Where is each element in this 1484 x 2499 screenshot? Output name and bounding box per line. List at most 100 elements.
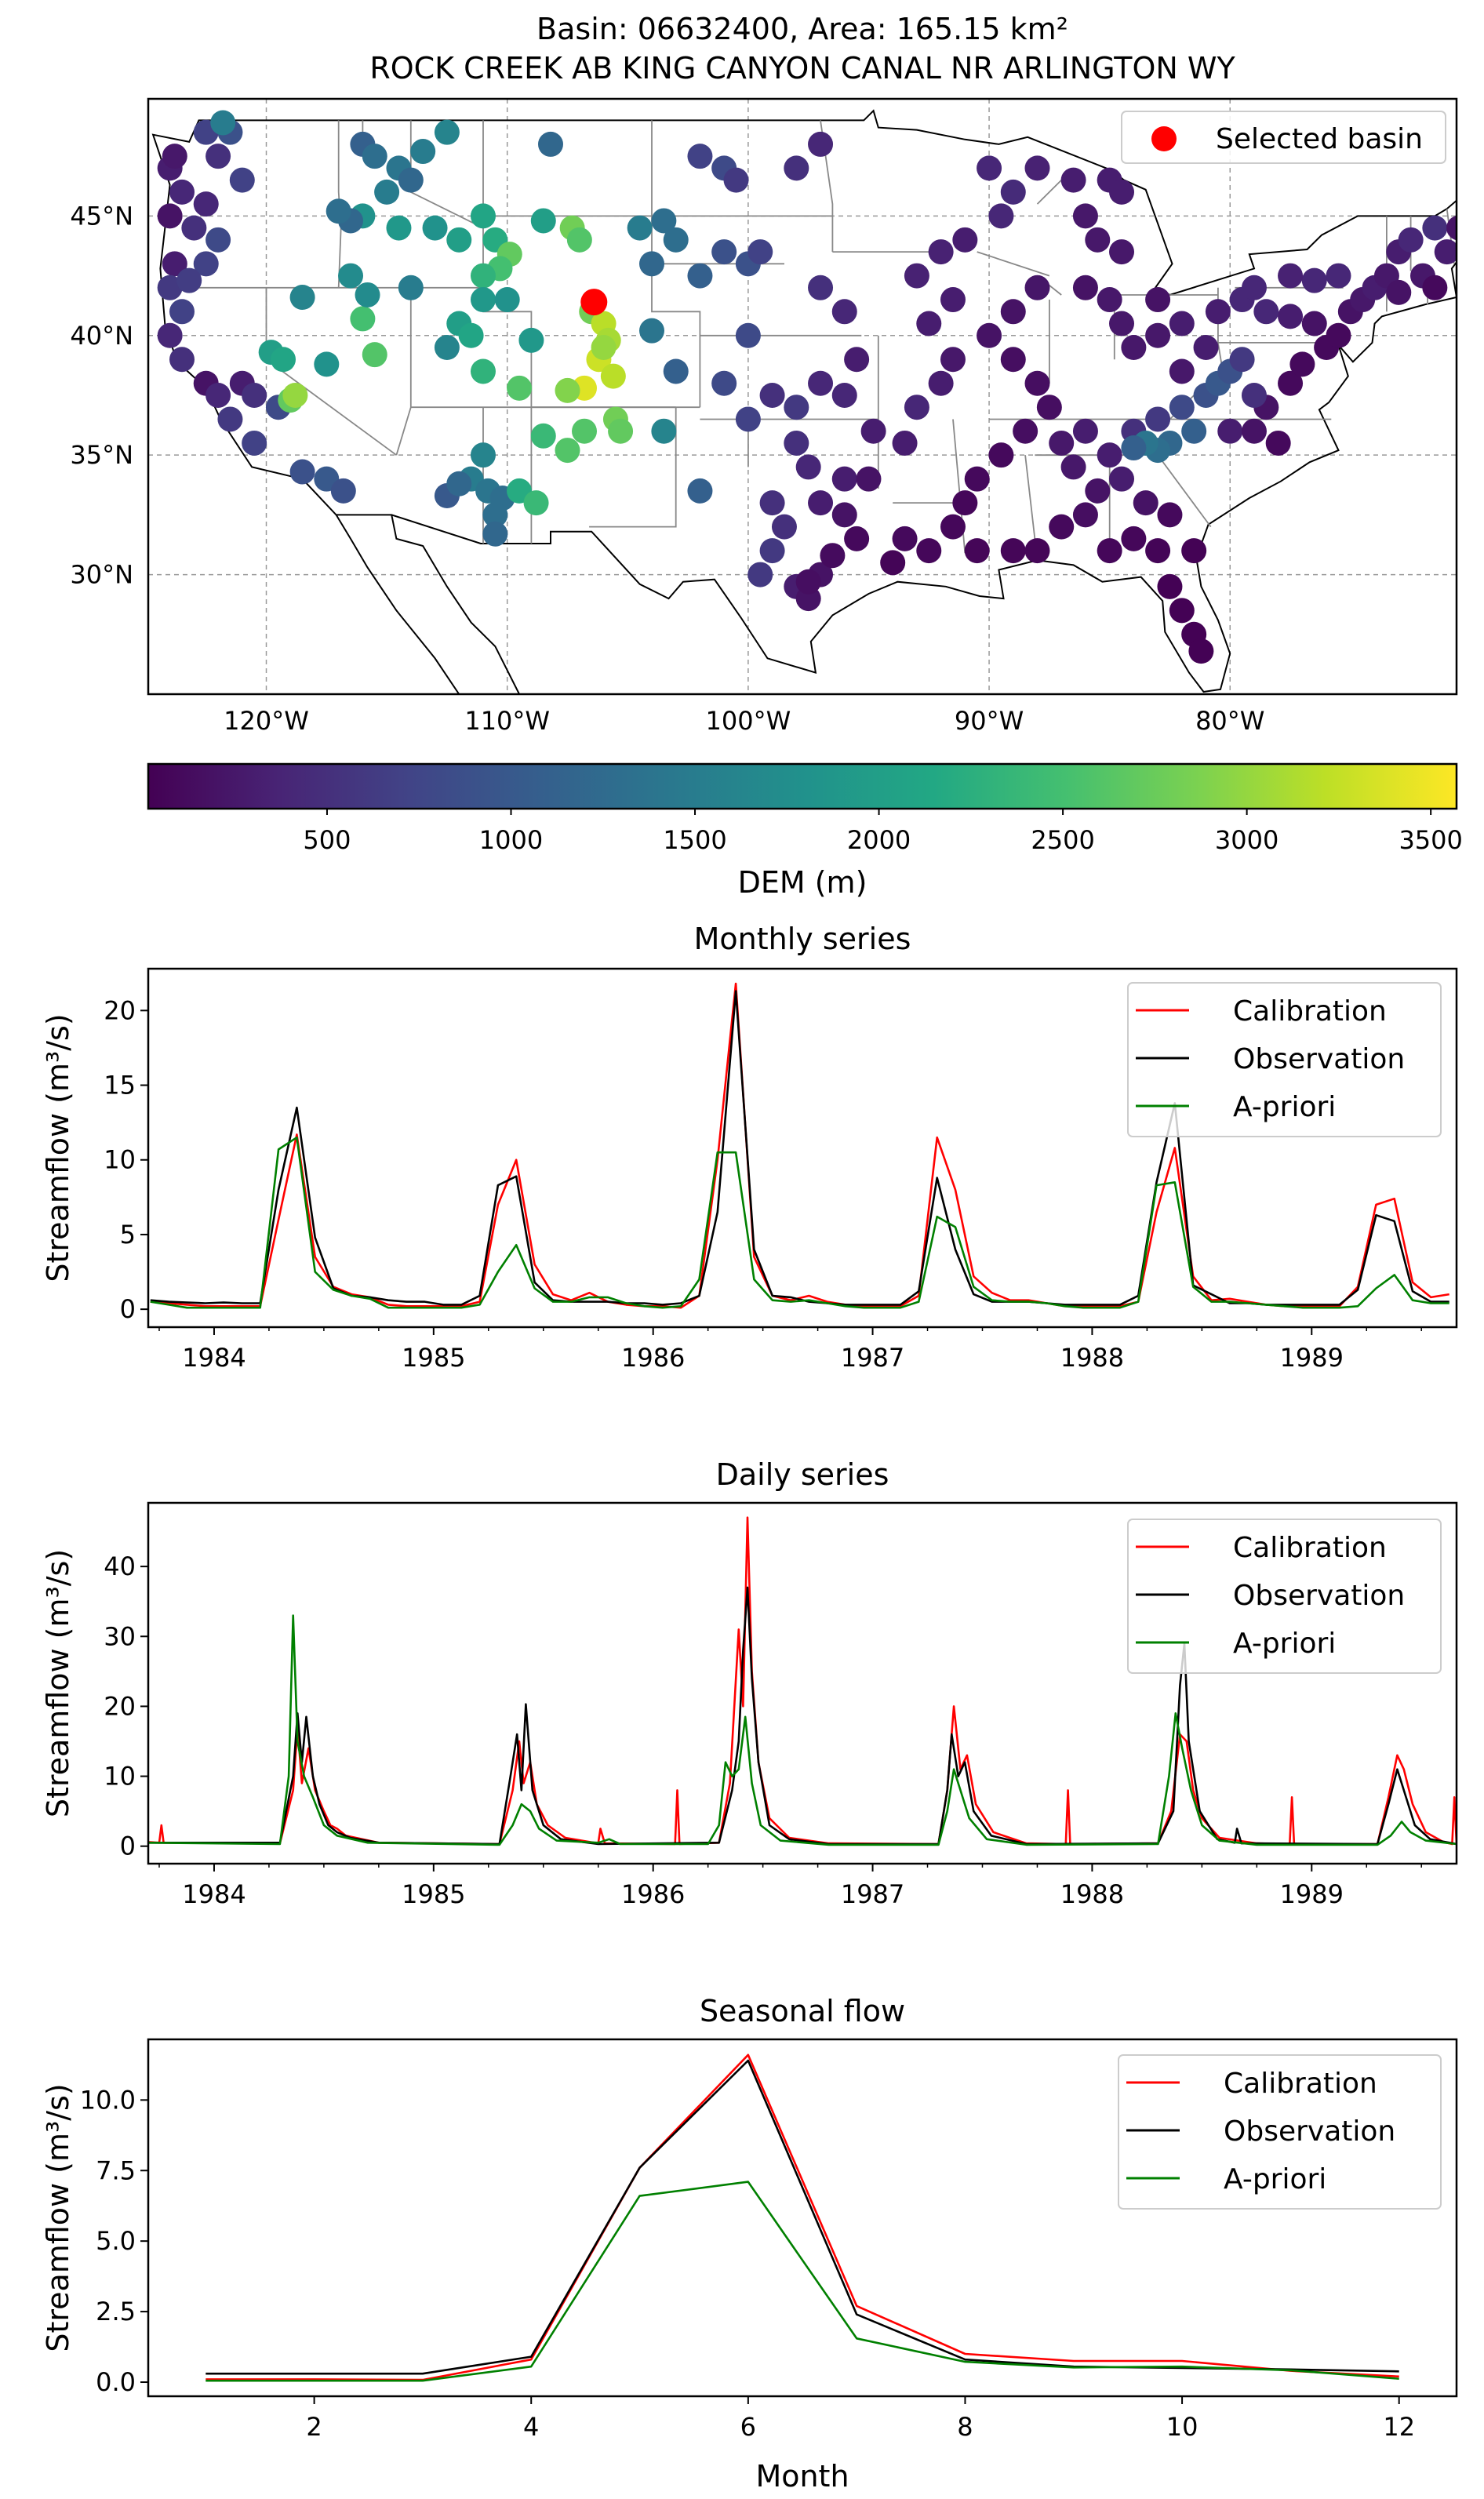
daily-chart: 1984 1985 1986 1987 1988 1989 0 10 20 30 40 Streamf… — [41, 1501, 1458, 1909]
basin-point — [422, 215, 448, 241]
map-lat-tick-label: 30°N — [70, 560, 133, 590]
basin-point — [482, 502, 508, 528]
basin-point — [1072, 418, 1098, 444]
monthly-ytick-label: 0 — [120, 1294, 136, 1324]
basin-point — [1188, 638, 1214, 664]
basin-point — [856, 466, 882, 492]
figure-title-line1: Basin: 06632400, Area: 165.15 km² — [536, 12, 1068, 46]
basin-point — [289, 459, 315, 485]
basin-point — [904, 263, 929, 289]
basin-point — [831, 502, 857, 528]
basin-point — [206, 227, 231, 253]
basin-point — [446, 471, 472, 497]
basin-point — [904, 395, 929, 420]
seasonal-xtick-label: 12 — [1383, 2412, 1415, 2442]
basin-point — [1278, 304, 1304, 329]
basin-point — [242, 382, 267, 408]
basin-point — [162, 251, 187, 277]
basin-point — [1241, 275, 1267, 300]
monthly-legend-label: Calibration — [1233, 995, 1387, 1028]
basin-point — [1085, 227, 1111, 253]
basin-point — [1301, 267, 1327, 293]
basin-point — [162, 144, 187, 169]
colorbar-tick-label: 3000 — [1215, 825, 1278, 855]
basin-point — [1024, 155, 1050, 181]
basin-point — [398, 167, 424, 193]
basin-point — [711, 239, 737, 265]
seasonal-frame — [147, 2038, 1458, 2398]
basin-point — [831, 382, 857, 408]
seasonal-title: Seasonal flow — [700, 1994, 905, 2028]
basin-point — [271, 347, 296, 373]
basin-point — [1049, 430, 1075, 456]
monthly-series-a-priori — [150, 1136, 1449, 1309]
basin-point — [1072, 203, 1098, 229]
basin-point — [892, 526, 918, 551]
seasonal-xtick-label: 2 — [306, 2412, 322, 2442]
basin-point — [537, 131, 563, 157]
basin-point — [687, 144, 713, 169]
monthly-legend-box — [1127, 982, 1442, 1137]
basin-point — [880, 550, 906, 576]
basin-point — [157, 203, 183, 229]
seasonal-series-a-priori — [206, 2181, 1399, 2382]
basin-point — [964, 466, 990, 492]
seasonal-xtick-label: 4 — [523, 2412, 539, 2442]
seasonal-legend-label: A-priori — [1224, 2163, 1326, 2195]
basin-point — [1000, 538, 1026, 564]
monthly-frame — [147, 967, 1458, 1329]
basin-point — [1000, 347, 1026, 373]
basin-point — [181, 215, 207, 241]
basin-point — [1386, 279, 1412, 305]
basin-point — [928, 370, 954, 396]
daily-legend-label: A-priori — [1233, 1628, 1336, 1660]
state-border — [482, 120, 652, 217]
basin-point — [1097, 287, 1122, 313]
seasonal-legend-box — [1118, 2054, 1442, 2210]
basin-point — [916, 538, 942, 564]
map-lat-tick-label: 45°N — [70, 201, 133, 231]
basin-point — [458, 322, 484, 348]
basin-point — [1326, 263, 1351, 289]
colorbar-tick-label: 1500 — [663, 825, 726, 855]
monthly-xtick-label: 1987 — [841, 1343, 904, 1373]
map-lon-tick-label: 90°W — [955, 706, 1024, 736]
basin-point — [808, 275, 834, 300]
basin-point — [157, 322, 183, 348]
monthly-xtick-label: 1985 — [402, 1343, 465, 1373]
map-legend-box — [1121, 111, 1446, 164]
map-legend: Selected basin — [1121, 111, 1446, 164]
map-lon-tick-label: 120°W — [224, 706, 309, 736]
monthly-xtick-label: 1989 — [1280, 1343, 1344, 1373]
basin-point — [820, 543, 846, 569]
basin-point — [1024, 275, 1050, 300]
basin-point — [952, 490, 978, 516]
basin-point — [572, 418, 597, 444]
basin-point — [1072, 502, 1098, 528]
map-legend-label: Selected basin — [1216, 123, 1423, 155]
monthly-ytick-label: 20 — [104, 995, 136, 1025]
basin-point — [555, 438, 580, 464]
basin-point — [555, 377, 580, 403]
colorbar-gradient — [147, 762, 1458, 810]
basin-point — [1060, 167, 1086, 193]
basin-point — [1278, 370, 1304, 396]
basin-point — [771, 514, 797, 540]
basin-point — [193, 251, 219, 277]
basin-point — [1109, 239, 1135, 265]
basin-point — [1169, 598, 1195, 624]
daily-xtick-label: 1987 — [841, 1879, 904, 1909]
daily-legend-label: Calibration — [1233, 1532, 1387, 1564]
state-border — [395, 287, 412, 456]
monthly-legend-label: A-priori — [1233, 1091, 1336, 1123]
basin-point — [446, 227, 472, 253]
basin-point — [410, 139, 436, 165]
basin-point — [289, 285, 315, 310]
daily-frame — [147, 1501, 1458, 1865]
colorbar-tick-label: 2500 — [1031, 825, 1094, 855]
basin-point — [759, 382, 785, 408]
basin-point — [639, 251, 665, 277]
basin-point — [1181, 538, 1207, 564]
colorbar-tick-label: 2000 — [847, 825, 911, 855]
